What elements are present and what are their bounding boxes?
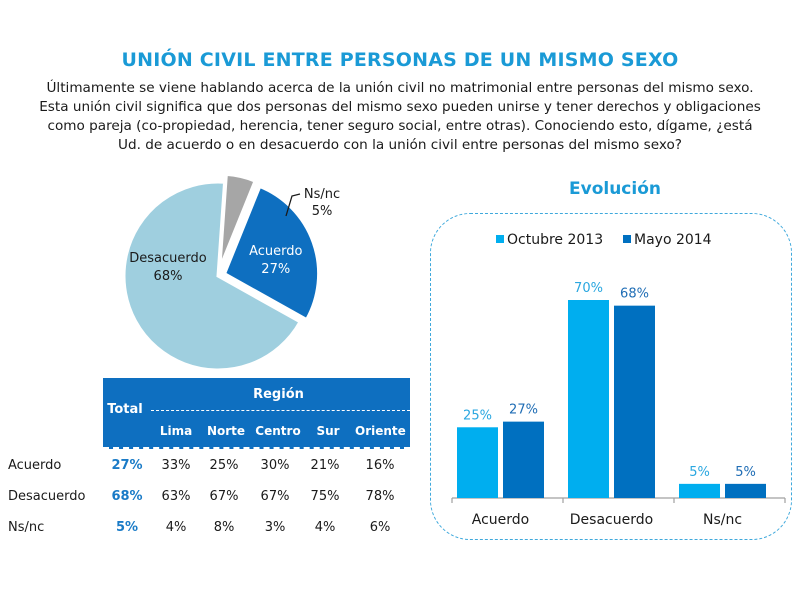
table-row: Acuerdo 27% 33% 25% 30% 21% 16% xyxy=(0,458,420,480)
cell: 4% xyxy=(165,520,187,535)
bar-value-label: 68% xyxy=(620,287,649,302)
bar xyxy=(503,421,544,498)
bar-value-label: 5% xyxy=(689,465,710,480)
cell: 25% xyxy=(209,458,239,473)
cell: 21% xyxy=(310,458,340,473)
header-region-col: Oriente xyxy=(355,424,406,438)
bar-value-label: 27% xyxy=(509,403,538,418)
question-line: Esta unión civil significa que dos perso… xyxy=(39,99,761,115)
cell: 33% xyxy=(161,458,191,473)
cell: 30% xyxy=(260,458,290,473)
bar xyxy=(725,483,766,498)
header-region-col: Norte xyxy=(206,424,246,438)
bar xyxy=(568,300,609,498)
pie-value-label: 27% xyxy=(261,262,290,277)
cell: 6% xyxy=(369,520,391,535)
header-divider xyxy=(151,410,410,411)
header-region-col: Centro xyxy=(255,424,301,438)
pie-label: Desacuerdo xyxy=(129,251,207,266)
row-label: Acuerdo xyxy=(8,458,62,473)
bar-value-label: 25% xyxy=(463,408,492,423)
pie-slice-nsnc xyxy=(218,172,257,269)
cell: 8% xyxy=(213,520,235,535)
bar-value-label: 70% xyxy=(574,281,603,296)
cell: 4% xyxy=(314,520,336,535)
pie-label: Acuerdo xyxy=(249,244,302,259)
row-label: Desacuerdo xyxy=(8,489,86,504)
legend-label: Mayo 2014 xyxy=(634,232,712,248)
pie-value-label: 5% xyxy=(312,204,333,219)
x-tick-label: Acuerdo xyxy=(472,512,529,528)
pie-value-label: 68% xyxy=(154,269,183,284)
cell: 78% xyxy=(365,489,395,504)
cell: 16% xyxy=(365,458,395,473)
question-line: Ud. de acuerdo o en desacuerdo con la un… xyxy=(118,137,682,153)
bar-chart: Octubre 2013 Mayo 2014 25% 27% Acuerdo 70% 68%… xyxy=(451,232,786,528)
header-total: Total xyxy=(107,402,143,417)
legend-label: Octubre 2013 xyxy=(507,232,603,248)
x-tick-label: Desacuerdo xyxy=(570,512,653,528)
table-row: Desacuerdo 68% 63% 67% 67% 75% 78% xyxy=(0,489,420,511)
pie-slice-acuerdo xyxy=(222,184,321,322)
cell: 67% xyxy=(209,489,239,504)
header-region: Región xyxy=(253,387,304,402)
legend-swatch xyxy=(623,235,631,243)
evolution-title: Evolución xyxy=(569,179,661,199)
row-label: Ns/nc xyxy=(8,520,45,535)
cell-total: 68% xyxy=(111,489,143,504)
legend-swatch xyxy=(496,235,504,243)
cell: 67% xyxy=(260,489,290,504)
bar xyxy=(457,427,498,498)
bar xyxy=(679,483,720,498)
pie-label: Ns/nc xyxy=(304,187,340,202)
question-line: Últimamente se viene hablando acerca de … xyxy=(46,80,754,96)
bar-value-label: 5% xyxy=(735,465,756,480)
cell-total: 5% xyxy=(115,520,139,535)
cell-total: 27% xyxy=(111,458,143,473)
table-row: Ns/nc 5% 4% 8% 3% 4% 6% xyxy=(0,520,420,542)
evolution-frame xyxy=(430,213,792,540)
cell: 75% xyxy=(310,489,340,504)
bar xyxy=(614,305,655,498)
table-header: Total Región Lima Norte Centro Sur Orien… xyxy=(103,378,410,449)
question-line: como pareja (co-propiedad, herencia, ten… xyxy=(47,118,753,134)
x-tick-label: Ns/nc xyxy=(703,512,742,528)
pie-chart: Acuerdo 27% Desacuerdo 68% Ns/nc 5% xyxy=(122,172,340,372)
pie-slice-desacuerdo xyxy=(122,180,303,372)
page-title: UNIÓN CIVIL ENTRE PERSONAS DE UN MISMO S… xyxy=(121,49,679,71)
cell: 3% xyxy=(264,520,286,535)
header-region-col: Lima xyxy=(159,424,193,438)
survey-question: Últimamente se viene hablando acerca de … xyxy=(0,79,800,155)
cell: 63% xyxy=(161,489,191,504)
pie-leader-line xyxy=(285,193,301,217)
header-region-col: Sur xyxy=(316,424,340,438)
